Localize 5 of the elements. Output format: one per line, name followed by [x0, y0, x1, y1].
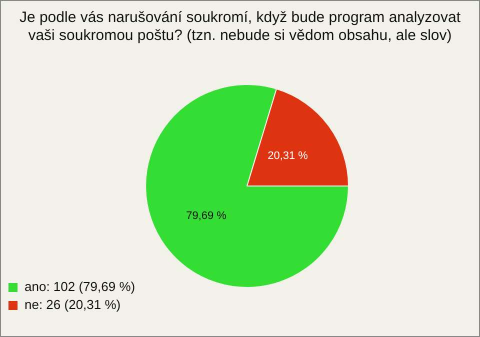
legend-label: ano: 102 (79,69 %) [24, 279, 136, 294]
legend-label: ne: 26 (20,31 %) [24, 297, 121, 312]
data-label: 20,31 % [268, 150, 308, 162]
chart-title: Je podle vás narušování soukromí, když bude program analyzovat vaši soukromou poštu? (tzn. nebude si vědom obsahu, ale slov) [18, 9, 462, 45]
data-label: 79,69 % [186, 210, 227, 222]
